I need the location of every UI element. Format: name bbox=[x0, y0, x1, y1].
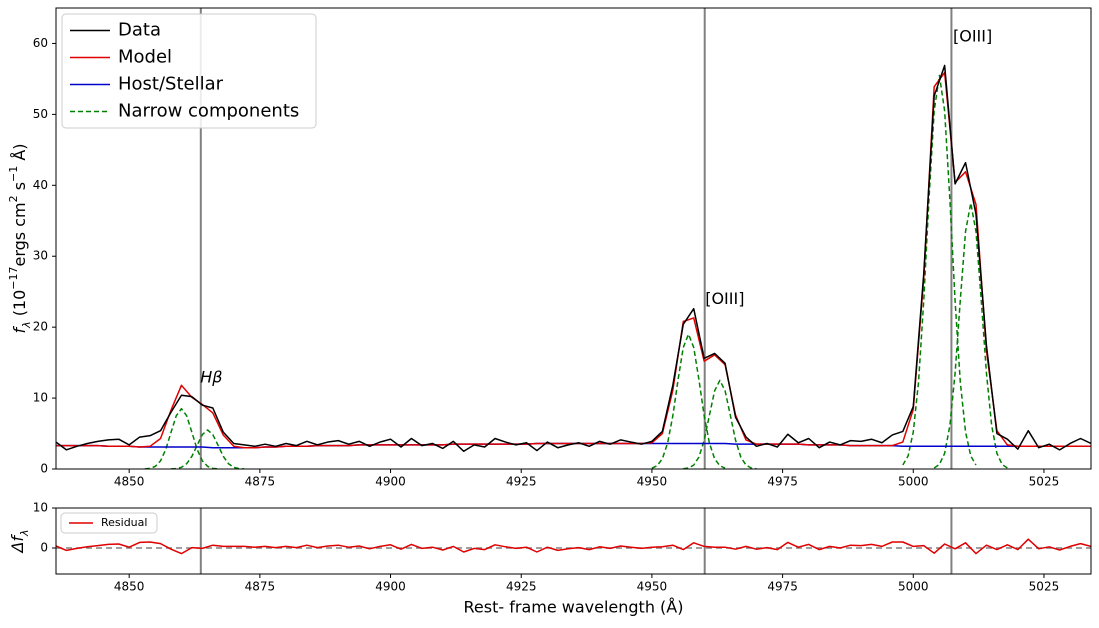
y-axis-label-part: s bbox=[10, 182, 29, 195]
series-line bbox=[933, 202, 1008, 469]
series-line bbox=[170, 429, 245, 469]
plot-area bbox=[56, 508, 1091, 574]
series-line bbox=[56, 64, 1091, 453]
y-axis-label-part: Å) bbox=[10, 143, 29, 165]
annotation: [OIII] bbox=[705, 289, 744, 308]
y-tick-label: 10 bbox=[33, 501, 48, 515]
x-tick-label: 4900 bbox=[375, 475, 406, 489]
legend-label: Model bbox=[118, 47, 172, 68]
annotation: [OIII] bbox=[953, 27, 992, 46]
x-tick-label: 4850 bbox=[114, 580, 145, 594]
series-line bbox=[902, 74, 977, 466]
legend-box bbox=[61, 13, 317, 129]
x-tick-label: 4925 bbox=[506, 475, 537, 489]
y-axis-label-part: −17 bbox=[7, 266, 20, 289]
x-tick-label: 4975 bbox=[767, 475, 798, 489]
legend-label: Narrow components bbox=[118, 101, 299, 122]
x-tick-label: 4950 bbox=[637, 580, 668, 594]
x-tick-label: 4850 bbox=[114, 475, 145, 489]
x-tick-label: 4975 bbox=[767, 580, 798, 594]
y-axis-label-part: λ bbox=[20, 321, 33, 329]
y-tick-label: 0 bbox=[40, 541, 48, 555]
x-tick-label: 4925 bbox=[506, 580, 537, 594]
y-axis-label-part: −1 bbox=[7, 166, 20, 182]
series-line bbox=[651, 333, 726, 469]
y-axis-label-part: λ bbox=[18, 529, 31, 537]
plot-frame bbox=[55, 7, 1092, 470]
legend-label: Residual bbox=[101, 516, 147, 529]
x-tick-label: 5000 bbox=[898, 580, 929, 594]
y-axis-label: fλ (10−17ergs cm2 s−1 Å) bbox=[7, 143, 33, 333]
y-tick-label: 50 bbox=[33, 107, 48, 121]
series-line bbox=[144, 407, 219, 469]
y-axis-label-part: Δf bbox=[8, 534, 27, 555]
plot-area bbox=[56, 8, 1091, 469]
y-tick-label: 40 bbox=[33, 178, 48, 192]
y-axis-label-part: ergs cm bbox=[10, 202, 29, 266]
series-line bbox=[56, 71, 1091, 449]
x-tick-label: 4875 bbox=[245, 475, 276, 489]
x-tick-label: 5000 bbox=[898, 475, 929, 489]
y-axis-label-part: (10 bbox=[10, 290, 29, 322]
series-line bbox=[683, 379, 757, 469]
y-tick-label: 30 bbox=[33, 249, 48, 263]
x-tick-label: 5025 bbox=[1029, 580, 1060, 594]
y-tick-label: 0 bbox=[40, 462, 48, 476]
y-tick-label: 10 bbox=[33, 391, 48, 405]
y-tick-label: 60 bbox=[33, 36, 48, 50]
annotation: Hβ bbox=[200, 368, 222, 387]
x-tick-label: 5025 bbox=[1029, 475, 1060, 489]
series-line bbox=[56, 538, 1091, 555]
legend-label: Host/Stellar bbox=[118, 74, 224, 95]
y-axis-label: Δfλ bbox=[8, 529, 31, 554]
x-tick-label: 4900 bbox=[375, 580, 406, 594]
y-axis-label-part: f bbox=[10, 326, 29, 334]
plot-frame bbox=[55, 507, 1092, 575]
legend-label: Data bbox=[118, 20, 161, 41]
x-axis-label: Rest- frame wavelength (Å) bbox=[464, 598, 684, 617]
y-axis-label-part: 2 bbox=[7, 195, 20, 202]
x-tick-label: 4950 bbox=[637, 475, 668, 489]
y-tick-label: 20 bbox=[33, 320, 48, 334]
x-tick-label: 4875 bbox=[245, 580, 276, 594]
legend-box bbox=[60, 512, 158, 534]
